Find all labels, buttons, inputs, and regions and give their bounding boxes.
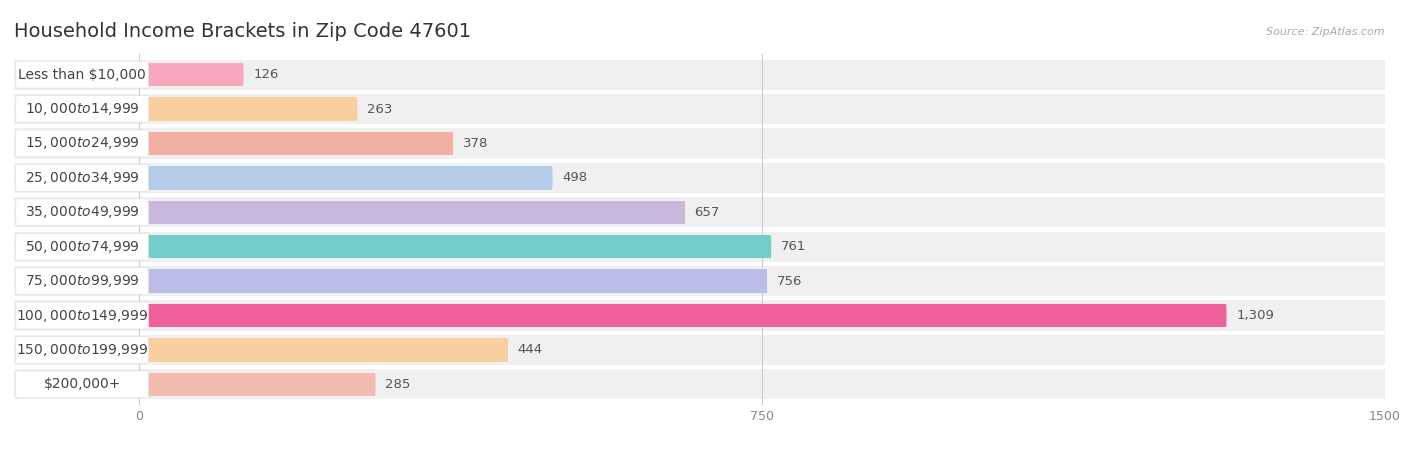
Text: 444: 444 <box>517 343 543 356</box>
FancyBboxPatch shape <box>15 199 149 226</box>
Bar <box>139 166 553 189</box>
FancyBboxPatch shape <box>15 302 149 329</box>
FancyBboxPatch shape <box>15 268 149 295</box>
Text: $15,000 to $24,999: $15,000 to $24,999 <box>25 135 139 152</box>
Bar <box>14 128 1385 158</box>
FancyBboxPatch shape <box>15 371 149 398</box>
Bar <box>139 270 766 293</box>
FancyBboxPatch shape <box>15 61 149 88</box>
Text: 657: 657 <box>695 206 720 219</box>
Bar <box>139 132 453 155</box>
Text: 263: 263 <box>367 103 392 116</box>
Bar <box>139 63 243 86</box>
FancyBboxPatch shape <box>15 164 149 191</box>
Bar <box>14 369 1385 400</box>
Bar <box>139 304 1226 327</box>
Text: $35,000 to $49,999: $35,000 to $49,999 <box>25 204 139 220</box>
Text: $150,000 to $199,999: $150,000 to $199,999 <box>15 342 149 358</box>
Bar <box>14 59 1385 90</box>
Bar <box>14 301 1385 331</box>
Bar <box>14 232 1385 262</box>
Bar <box>14 197 1385 227</box>
Bar <box>139 373 375 396</box>
Bar <box>139 235 770 258</box>
Bar <box>14 266 1385 296</box>
FancyBboxPatch shape <box>15 96 149 122</box>
Text: 378: 378 <box>463 137 488 150</box>
Bar <box>139 201 685 224</box>
Text: Household Income Brackets in Zip Code 47601: Household Income Brackets in Zip Code 47… <box>14 22 471 41</box>
Bar <box>14 163 1385 193</box>
FancyBboxPatch shape <box>15 337 149 363</box>
Text: 756: 756 <box>776 274 803 288</box>
Bar <box>139 97 357 121</box>
Text: $100,000 to $149,999: $100,000 to $149,999 <box>15 307 149 324</box>
Text: 761: 761 <box>780 240 806 253</box>
Text: Source: ZipAtlas.com: Source: ZipAtlas.com <box>1267 27 1385 37</box>
Text: 498: 498 <box>562 171 588 184</box>
Bar <box>14 335 1385 365</box>
Text: 285: 285 <box>385 378 411 391</box>
Text: Less than $10,000: Less than $10,000 <box>18 68 146 81</box>
Text: $200,000+: $200,000+ <box>44 378 121 392</box>
Bar <box>14 94 1385 124</box>
Text: $50,000 to $74,999: $50,000 to $74,999 <box>25 238 139 255</box>
Text: 1,309: 1,309 <box>1236 309 1274 322</box>
FancyBboxPatch shape <box>15 233 149 260</box>
Bar <box>139 338 508 362</box>
FancyBboxPatch shape <box>15 130 149 157</box>
Text: $25,000 to $34,999: $25,000 to $34,999 <box>25 170 139 186</box>
Text: $10,000 to $14,999: $10,000 to $14,999 <box>25 101 139 117</box>
Text: 126: 126 <box>253 68 278 81</box>
Text: $75,000 to $99,999: $75,000 to $99,999 <box>25 273 139 289</box>
